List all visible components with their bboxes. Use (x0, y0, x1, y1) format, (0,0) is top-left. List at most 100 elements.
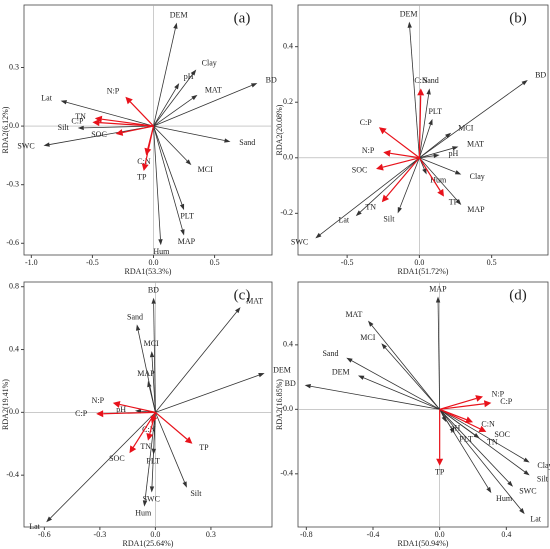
arrow-head (174, 83, 180, 90)
arrow-label: MCI (198, 165, 213, 174)
arrow-head (92, 119, 100, 127)
x-tick-label: 0.0 (148, 258, 158, 267)
arrow-label: MAT (246, 297, 263, 306)
arrow-head (507, 480, 513, 487)
arrow-head (521, 80, 528, 86)
y-tick-label: -0.2 (280, 208, 293, 217)
arrow-label: Hum (135, 508, 152, 517)
arrow-head (381, 194, 390, 203)
arrow-shaft (144, 125, 155, 165)
arrow-head (190, 69, 197, 76)
y-axis-label: RDA2(19.41%) (1, 379, 10, 430)
arrow-shaft (385, 157, 420, 198)
arrow-label: DEM (273, 366, 291, 375)
arrow-head (115, 129, 124, 136)
arrow-label: C:N (414, 76, 428, 85)
arrow-head (433, 153, 440, 158)
arrow-head (422, 168, 427, 175)
x-axis-label: RDA1(25.64%) (123, 539, 174, 548)
x-tick-label: -0.5 (86, 258, 99, 267)
arrow-head (441, 415, 447, 423)
arrow-shaft (390, 152, 420, 159)
arrow-shaft (418, 94, 430, 158)
arrow-label: DEM (332, 368, 350, 377)
arrow-label: N:P (107, 87, 120, 96)
arrow-label: C:P (71, 117, 84, 126)
arrow-label: C:N (481, 420, 495, 429)
arrow-shaft (153, 125, 183, 205)
arrow-head (417, 88, 425, 96)
arrow-label: BD (266, 75, 277, 84)
arrow-head (452, 146, 459, 151)
plot-frame (23, 281, 273, 528)
arrow-shaft (155, 311, 238, 413)
arrow-shaft (144, 412, 156, 501)
y-tick-label: 0.4 (283, 340, 293, 349)
arrow-shaft (99, 122, 154, 127)
arrow-shaft (439, 409, 526, 473)
y-tick-label: 0.8 (9, 282, 19, 291)
arrow-shaft (419, 147, 453, 159)
arrow-shaft (419, 124, 431, 158)
arrow-shaft (419, 157, 456, 173)
arrow-shaft (148, 386, 156, 413)
arrow-label: pH (184, 72, 194, 81)
plot-frame (297, 4, 549, 256)
plot-frame (297, 281, 549, 528)
arrow-label: TP (449, 197, 459, 206)
arrow-label: Silt (383, 215, 395, 224)
arrow-shaft (419, 155, 434, 159)
y-tick-label: 0.4 (9, 344, 19, 353)
arrow-shaft (437, 302, 441, 410)
arrow-head (426, 88, 431, 95)
arrow-label: N:P (92, 396, 105, 405)
arrow-label: TN (487, 437, 498, 446)
arrow-shaft (418, 157, 441, 192)
arrow-label: Silt (190, 489, 202, 498)
arrow-shaft (382, 157, 420, 168)
arrow-head (158, 239, 163, 246)
arrow-head (473, 433, 480, 439)
arrow-head (486, 486, 492, 494)
arrow-shaft (439, 403, 485, 410)
x-axis-label: RDA1(50.94%) (398, 539, 449, 548)
arrow-shaft (153, 97, 193, 127)
x-tick-label: -0.3 (94, 530, 107, 539)
arrow-label: C:N (137, 157, 151, 166)
arrow-head (346, 357, 353, 363)
y-tick-label: 0.0 (9, 121, 19, 130)
arrow-label: SWC (17, 142, 34, 151)
arrow-label: Sand (423, 76, 439, 85)
y-axis-label: RDA2(20.08%) (275, 104, 284, 155)
panel-title: (b) (509, 10, 527, 26)
arrow-label: Sand (127, 312, 143, 321)
arrow-label: MAP (137, 369, 155, 378)
arrow-head (94, 115, 103, 123)
arrow-label: Silt (537, 474, 549, 483)
arrow-shaft (153, 125, 183, 230)
arrow-head (475, 395, 483, 402)
panel-title: (d) (509, 287, 527, 303)
arrow-label: SOC (109, 454, 125, 463)
arrow-head (523, 470, 530, 476)
arrow-head (407, 21, 412, 28)
arrow-shaft (359, 157, 420, 213)
arrow-shaft (371, 325, 440, 410)
arrow-head (191, 94, 198, 101)
panel-title: (c) (234, 287, 251, 303)
arrow-shaft (363, 377, 440, 410)
arrow-head (179, 203, 185, 211)
arrow-label: MAT (345, 310, 362, 319)
arrow-shaft (151, 412, 156, 487)
arrow-label: pH (449, 149, 459, 158)
arrow-head (428, 118, 433, 126)
arrow-label: PLT (180, 211, 194, 220)
arrow-shaft (419, 136, 447, 159)
arrow-label: PLT (459, 434, 473, 443)
arrow-head (96, 410, 104, 418)
arrow-label: MAP (178, 237, 196, 246)
arrow-shaft (439, 408, 525, 460)
arrow-head (519, 508, 525, 515)
arrow-head (146, 432, 154, 441)
x-tick-label: -0.8 (300, 530, 313, 539)
